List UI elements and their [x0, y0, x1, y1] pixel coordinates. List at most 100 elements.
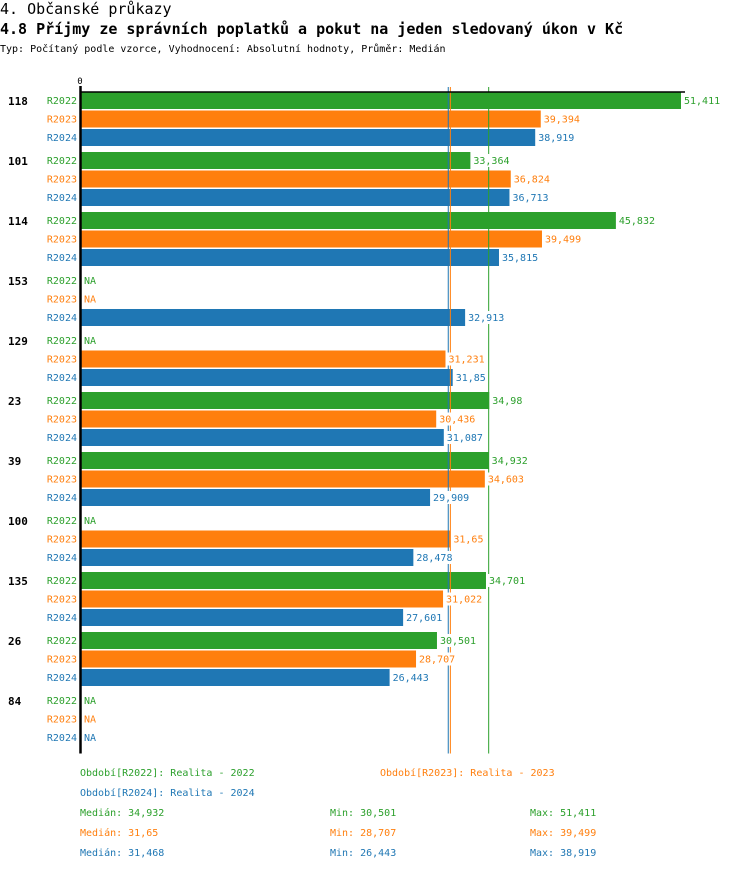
bar [81, 429, 444, 446]
bar [81, 350, 446, 368]
bar [81, 369, 453, 386]
value-label-background [491, 394, 524, 407]
value-label: NA [84, 715, 96, 726]
value-label: 26,443 [393, 673, 429, 684]
value-label-background [486, 472, 526, 486]
value-label: 38,919 [538, 133, 574, 144]
value-label-background [454, 371, 488, 384]
stat-max-r2023: Max: 39,499 [530, 828, 597, 839]
value-label-background [487, 574, 527, 587]
category-label: 129 [8, 335, 28, 348]
bar [81, 189, 510, 206]
series-row-label: R2022 [47, 396, 77, 407]
series-row-label: R2023 [47, 655, 77, 666]
value-label-background [512, 172, 552, 186]
bar [81, 669, 390, 686]
value-label: 32,913 [468, 313, 504, 324]
category-label: 100 [8, 515, 28, 528]
value-label-background [438, 634, 478, 647]
series-row-label: R2022 [47, 576, 77, 587]
series-row-label: R2022 [47, 96, 77, 107]
series-row-label: R2023 [47, 535, 77, 546]
value-label-background [83, 274, 98, 287]
value-label-background [83, 514, 98, 527]
chart-title: 4.8 Příjmy ze správních poplatků a pokut… [0, 20, 624, 38]
series-row-label: R2022 [47, 156, 77, 167]
value-label: 31,231 [448, 355, 484, 366]
series-row-label: R2023 [47, 115, 77, 126]
value-label-background [438, 412, 477, 426]
value-label: NA [84, 696, 96, 707]
value-label-background [445, 431, 485, 444]
bar [81, 309, 466, 326]
value-label-background [83, 334, 98, 347]
value-label: 30,436 [439, 415, 475, 426]
stat-max-r2024: Max: 38,919 [530, 848, 597, 859]
series-row-label: R2023 [47, 475, 77, 486]
value-label-background [445, 592, 484, 606]
series-row-label: R2023 [47, 175, 77, 186]
value-label-background [452, 532, 485, 546]
category-label: 23 [8, 395, 21, 408]
value-label-background [432, 491, 471, 504]
series-row-label: R2022 [47, 516, 77, 527]
bar [81, 392, 490, 409]
value-label-background [537, 131, 576, 144]
value-label: NA [84, 336, 96, 347]
bar [81, 92, 681, 109]
series-row-label: R2024 [47, 253, 77, 264]
series-row-label: R2022 [47, 696, 77, 707]
series-row-label: R2022 [47, 336, 77, 347]
value-label: 30,501 [440, 636, 476, 647]
category-label: 114 [8, 215, 28, 228]
value-label: NA [84, 276, 96, 287]
value-label: 28,478 [416, 553, 452, 564]
stat-median-r2022: Medián: 34,932 [80, 808, 165, 819]
category-label: 118 [8, 95, 28, 108]
bar [81, 249, 499, 266]
value-label: 31,85 [456, 373, 486, 384]
bar [81, 632, 437, 649]
value-label: 51,411 [684, 96, 720, 107]
series-row-label: R2022 [47, 636, 77, 647]
series-row-label: R2023 [47, 715, 77, 726]
legend-period-r2024: Období[R2024]: Realita - 2024 [80, 788, 255, 799]
value-label-background [490, 454, 530, 467]
value-label-background [542, 112, 582, 126]
series-row-label: R2024 [47, 373, 77, 384]
value-label-background [511, 191, 551, 204]
category-label: 135 [8, 575, 28, 588]
value-label-background [83, 694, 98, 707]
value-label: 39,499 [545, 235, 581, 246]
bar [81, 452, 489, 469]
series-row-label: R2024 [47, 673, 77, 684]
value-label-background [500, 251, 540, 264]
series-row-label: R2023 [47, 355, 77, 366]
category-label: 153 [8, 275, 28, 288]
legend-period-r2022: Období[R2022]: Realita - 2022 [80, 768, 255, 779]
series-row-label: R2024 [47, 553, 77, 564]
chart-subtitle: Typ: Počítaný podle vzorce, Vyhodnocení:… [0, 44, 446, 55]
bar [81, 129, 536, 146]
value-label: 39,394 [544, 115, 580, 126]
value-label: 28,707 [419, 655, 455, 666]
stat-median-r2024: Medián: 31,468 [80, 848, 165, 859]
value-label: 31,022 [446, 595, 482, 606]
bar [81, 410, 437, 428]
value-label-background [415, 551, 454, 564]
value-label-background [543, 232, 583, 246]
bar [81, 470, 485, 488]
legend-period-r2023: Období[R2023]: Realita - 2023 [380, 768, 555, 779]
value-label-background [405, 611, 444, 624]
bar [81, 590, 444, 608]
value-label-background [83, 712, 98, 726]
series-row-label: R2022 [47, 216, 77, 227]
value-label: 34,98 [492, 396, 522, 407]
series-row-label: R2024 [47, 493, 77, 504]
section-heading: 4. Občanské průkazy [0, 0, 172, 18]
bar [81, 650, 417, 668]
bar [81, 609, 404, 626]
bar [81, 489, 431, 506]
bar [81, 212, 616, 229]
